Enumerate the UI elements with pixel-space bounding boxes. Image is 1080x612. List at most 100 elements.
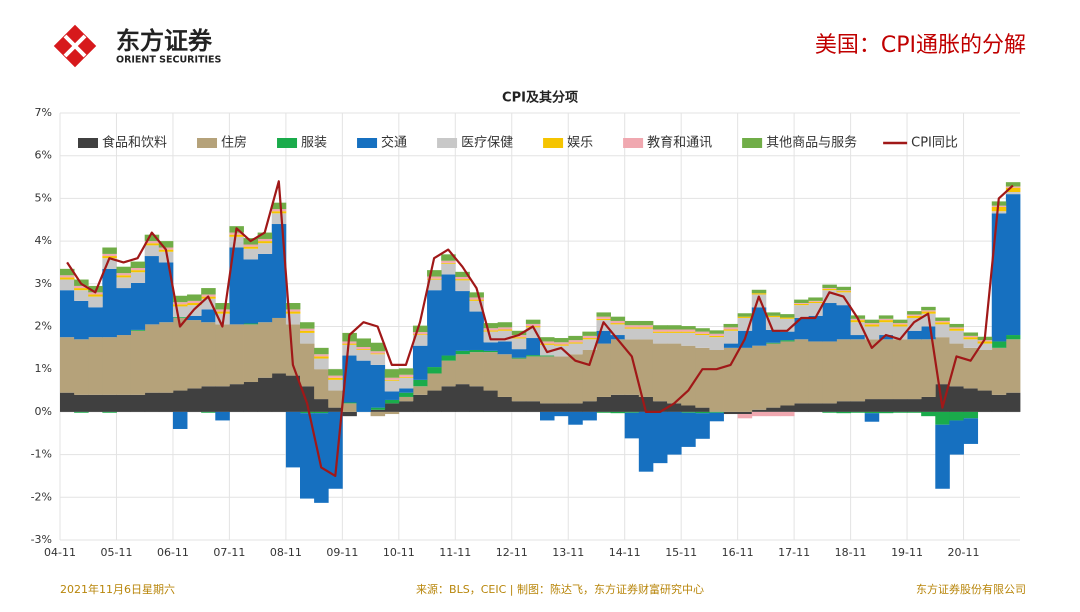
bar-segment — [328, 369, 343, 376]
bar-segment — [172, 295, 188, 303]
bar-segment — [949, 330, 964, 344]
bar-segment — [935, 320, 950, 323]
legend-label: 其他商品与服务 — [766, 135, 857, 151]
bar-segment — [907, 314, 922, 316]
bar-segment — [243, 246, 259, 249]
bar-segment — [540, 356, 555, 404]
bar-segment — [525, 327, 541, 339]
bar-segment — [455, 384, 470, 412]
bar-segment — [201, 411, 216, 413]
bar-segment — [469, 299, 484, 301]
bar-segment — [765, 315, 781, 318]
bar-segment — [398, 376, 414, 378]
bar-segment — [808, 315, 823, 342]
bar-segment — [921, 396, 936, 412]
legend-label: 医疗保健 — [461, 136, 513, 151]
bar-segment — [271, 317, 287, 374]
bar-segment — [74, 339, 89, 395]
bar-segment — [808, 341, 823, 404]
bar-segment — [765, 407, 781, 412]
bar-segment — [130, 268, 146, 271]
bar-segment — [991, 347, 1007, 395]
bar-segment — [441, 386, 456, 412]
bar-segment — [709, 411, 724, 413]
bar-segment — [610, 323, 626, 325]
bar-segment — [130, 329, 146, 331]
bar-segment — [864, 411, 880, 414]
bar-segment — [822, 403, 837, 412]
bar-segment — [497, 329, 513, 331]
x-tick-label: 14-11 — [609, 546, 641, 559]
y-tick-label: -3% — [31, 533, 52, 546]
bar-segment — [624, 339, 640, 395]
bar-segment — [88, 394, 103, 412]
bar-segment — [469, 311, 484, 350]
y-tick-label: 4% — [35, 234, 52, 247]
bar-segment — [427, 373, 442, 391]
bar-segment — [554, 356, 569, 404]
bar-segment — [370, 364, 386, 408]
bar-segment — [356, 349, 371, 361]
bar-segment — [554, 344, 569, 346]
bar-segment — [356, 338, 371, 347]
bar-segment — [963, 335, 979, 338]
y-tick-label: 3% — [35, 277, 52, 290]
bar-segment — [864, 319, 880, 324]
bar-segment — [300, 411, 315, 414]
bar-segment — [1005, 392, 1021, 412]
bar-segment — [836, 305, 851, 340]
bar-segment — [794, 339, 809, 404]
bar-segment — [144, 243, 160, 246]
bar-segment — [74, 290, 89, 301]
bar-segment — [850, 339, 866, 402]
bar-segment — [765, 411, 781, 417]
bar-segment — [765, 329, 781, 343]
x-tick-label: 12-11 — [496, 546, 528, 559]
bar-segment — [60, 268, 75, 276]
x-tick-label: 04-11 — [44, 546, 76, 559]
bar-segment — [610, 394, 626, 412]
bar-segment — [257, 241, 273, 244]
bar-segment — [695, 413, 710, 439]
bar-segment — [878, 339, 894, 400]
bar-segment — [921, 326, 936, 340]
bar-segment — [1005, 182, 1021, 187]
bar-segment — [483, 323, 499, 329]
bar-segment — [455, 350, 470, 355]
bar-segment — [935, 424, 950, 489]
bar-segment — [384, 380, 400, 392]
bar-segment — [215, 386, 230, 412]
bar-segment — [780, 331, 795, 341]
bar-segment — [511, 358, 527, 402]
bar-segment — [469, 349, 484, 353]
bar-segment — [342, 411, 357, 417]
bar-segment — [370, 407, 386, 410]
bar-segment — [300, 413, 315, 499]
bar-segment — [441, 254, 456, 261]
x-tick-label: 10-11 — [383, 546, 415, 559]
bar-segment — [681, 329, 696, 332]
bar-segment — [229, 247, 244, 325]
bar-segment — [822, 411, 837, 413]
bar-segment — [935, 411, 950, 425]
bar-segment — [836, 411, 851, 414]
bar-segment — [314, 356, 329, 359]
bar-segment — [624, 394, 640, 412]
bar-segment — [102, 253, 117, 257]
bar-segment — [130, 394, 146, 412]
bar-segment — [483, 352, 499, 391]
bar-segment — [201, 288, 216, 295]
bar-segment — [441, 360, 456, 387]
bar-segment — [342, 343, 357, 345]
bar-segment — [695, 331, 710, 334]
bar-segment — [596, 318, 611, 321]
bar-segment — [695, 411, 710, 414]
bar-segment — [596, 312, 611, 317]
bar-segment — [102, 258, 117, 269]
bar-segment — [130, 330, 146, 395]
bar-segment — [596, 411, 611, 413]
bar-segment — [596, 343, 611, 397]
logo-cross — [63, 34, 87, 58]
legend-label: 服装 — [301, 136, 327, 151]
